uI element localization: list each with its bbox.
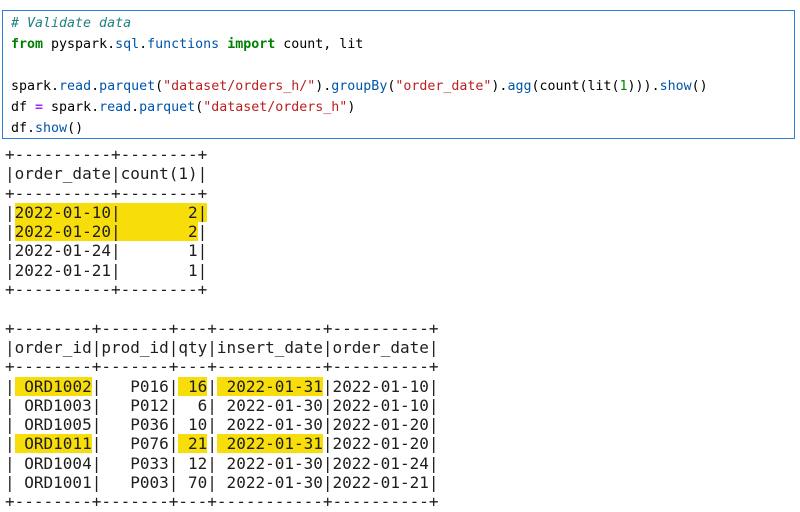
output-line: |order_id|prod_id|qty|insert_date|order_…: [5, 338, 439, 357]
output-line: |2022-01-21| 1|: [5, 261, 439, 280]
code-line: # Validate data: [11, 13, 794, 34]
highlight-mark: ORD1002: [14, 376, 92, 396]
output-text: +--------+-------+---+-----------+------…: [5, 492, 439, 512]
code-token: count, lit: [275, 37, 364, 52]
code-token: show: [35, 121, 68, 136]
code-line: from pyspark.sql.functions import count,…: [11, 34, 794, 55]
code-token: "order_date": [395, 79, 492, 94]
code-token: sql: [115, 37, 140, 52]
output-line: |2022-01-10| 2|: [5, 202, 439, 222]
code-token: spark.: [43, 100, 100, 115]
code-token: df: [11, 100, 36, 115]
code-line: df.show(): [11, 118, 794, 139]
output-line: | ORD1005| P036| 10| 2022-01-30|2022-01-…: [5, 415, 439, 434]
code-token: read: [59, 79, 92, 94]
output-text: |2022-01-20|: [322, 434, 439, 454]
highlight-mark: 2022-01-31: [216, 376, 323, 396]
code-token: pyspark.: [43, 37, 116, 52]
highlight-mark: 2022-01-20| 2: [14, 222, 198, 242]
code-token: (: [195, 100, 204, 115]
code-line: df = spark.read.parquet("dataset/orders_…: [11, 97, 794, 118]
code-line: [11, 55, 794, 76]
code-editor[interactable]: # Validate data from pyspark.sql.function…: [3, 11, 794, 139]
code-token: # Validate data: [11, 16, 132, 31]
output-text: |: [5, 222, 15, 242]
output-text: |order_date|count(1)|: [5, 164, 208, 184]
output-line: | ORD1002| P016| 16| 2022-01-31|2022-01-…: [5, 376, 439, 396]
output-text: |2022-01-24| 1|: [5, 241, 208, 261]
output-line: [5, 299, 439, 318]
code-token: (): [691, 79, 708, 94]
output-text: +----------+--------+: [5, 145, 208, 164]
output-text: |: [5, 376, 15, 396]
output-text: +----------+--------+: [5, 280, 208, 300]
code-token: (count(lit(: [531, 79, 620, 94]
output-line: +----------+--------+: [5, 145, 439, 164]
code-token: 1: [619, 79, 628, 94]
output-text: | P076|: [91, 434, 179, 454]
code-token: from: [11, 37, 44, 52]
highlight-mark: 2022-01-31: [216, 434, 323, 454]
output-text: |2022-01-10|: [322, 376, 439, 396]
code-token: parquet: [99, 79, 156, 94]
code-token: read: [99, 100, 132, 115]
code-token: show: [659, 79, 692, 94]
output-line: +----------+--------+: [5, 184, 439, 203]
output-text: |: [207, 376, 217, 396]
output-line: +--------+-------+---+-----------+------…: [5, 492, 439, 511]
code-token: ))).: [627, 79, 660, 94]
code-token: (): [67, 121, 84, 136]
code-token: import: [227, 37, 276, 52]
code-token: (: [387, 79, 396, 94]
output-text: |: [5, 202, 15, 222]
code-token: .: [131, 100, 140, 115]
code-token: agg: [507, 79, 532, 94]
output-line: | ORD1011| P076| 21| 2022-01-31|2022-01-…: [5, 434, 439, 454]
output-line: | ORD1001| P003| 70| 2022-01-30|2022-01-…: [5, 473, 439, 492]
code-line: spark.read.parquet("dataset/orders_h/").…: [11, 76, 794, 97]
code-token: "dataset/orders_h": [203, 100, 348, 115]
output-line: +--------+-------+---+-----------+------…: [5, 357, 439, 376]
output-line: |2022-01-20| 2|: [5, 222, 439, 242]
output-line: | ORD1003| P012| 6| 2022-01-30|2022-01-1…: [5, 396, 439, 415]
highlight-mark: ORD1011: [14, 434, 92, 454]
output-text: +--------+-------+---+-----------+------…: [5, 357, 439, 377]
output-line: | ORD1004| P033| 12| 2022-01-30|2022-01-…: [5, 454, 439, 473]
highlight-mark: 16: [178, 376, 208, 396]
code-token: df.: [11, 121, 36, 136]
highlight-mark: 2022-01-10| 2|: [14, 202, 208, 222]
output-text: |order_id|prod_id|qty|insert_date|order_…: [5, 337, 439, 357]
output-line: +--------+-------+---+-----------+------…: [5, 319, 439, 338]
output-line: |2022-01-24| 1|: [5, 241, 439, 260]
code-token: (: [155, 79, 164, 94]
code-token: ).: [491, 79, 508, 94]
highlight-mark: 21: [178, 434, 208, 454]
output-text: | ORD1003| P012| 6| 2022-01-30|2022-01-1…: [5, 395, 439, 415]
code-token: functions: [147, 37, 220, 52]
code-token: groupBy: [331, 79, 388, 94]
code-token: .: [91, 79, 100, 94]
output-text: +----------+--------+: [5, 183, 208, 203]
output-text: | ORD1001| P003| 70| 2022-01-30|2022-01-…: [5, 473, 439, 493]
code-token: ).: [315, 79, 332, 94]
output-text: | ORD1005| P036| 10| 2022-01-30|2022-01-…: [5, 415, 439, 435]
code-token: parquet: [139, 100, 196, 115]
code-cell[interactable]: # Validate data from pyspark.sql.function…: [2, 10, 795, 139]
output-line: +----------+--------+: [5, 280, 439, 299]
code-token: .: [139, 37, 148, 52]
output-text: | P016|: [91, 376, 179, 396]
output-text: |: [5, 434, 15, 454]
code-token: ): [347, 100, 356, 115]
output-text: |: [207, 434, 217, 454]
output-text: |: [197, 222, 208, 242]
output-text: |2022-01-21| 1|: [5, 260, 208, 280]
output-text: | ORD1004| P033| 12| 2022-01-30|2022-01-…: [5, 453, 439, 473]
code-token: "dataset/orders_h/": [163, 79, 316, 94]
cell-output: +----------+--------+ |order_date|count(1…: [5, 145, 439, 512]
code-token: =: [35, 100, 44, 115]
output-line: |order_date|count(1)|: [5, 164, 439, 183]
code-token: spark.: [11, 79, 60, 94]
output-text: +--------+-------+---+-----------+------…: [5, 318, 439, 338]
